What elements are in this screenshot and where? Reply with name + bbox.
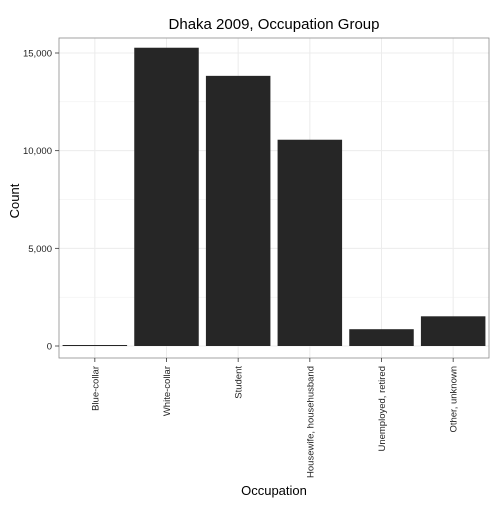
bar (277, 139, 343, 346)
x-axis-label: Occupation (241, 483, 307, 498)
y-tick-label: 0 (47, 342, 52, 353)
x-tick-label: Unemployed, retired (377, 366, 388, 452)
x-tick-label: Student (234, 366, 245, 399)
x-tick-label: Housewife, househusband (305, 366, 316, 478)
x-tick-label: White-collar (162, 366, 173, 416)
y-axis-label: Count (7, 183, 22, 218)
y-tick-label: 15,000 (23, 49, 52, 60)
bar (420, 316, 486, 346)
bar (349, 329, 414, 346)
bar (62, 345, 128, 346)
grid-lines (59, 38, 489, 358)
x-tick-label: Blue-collar (90, 366, 101, 411)
plot-panel-border (58, 37, 490, 359)
bar (134, 47, 199, 346)
x-tick-label: Other, unknown (449, 366, 460, 433)
bars (62, 47, 486, 346)
y-tick-label: 10,000 (23, 146, 52, 157)
x-axis-ticks: Blue-collar White-collar Student Housewife,… (90, 358, 460, 478)
chart-title: Dhaka 2009, Occupation Group (169, 16, 380, 33)
bar (205, 75, 271, 346)
y-tick-label: 5,000 (28, 244, 52, 255)
y-axis-ticks: 0 5,000 10,000 15,000 (23, 49, 59, 353)
